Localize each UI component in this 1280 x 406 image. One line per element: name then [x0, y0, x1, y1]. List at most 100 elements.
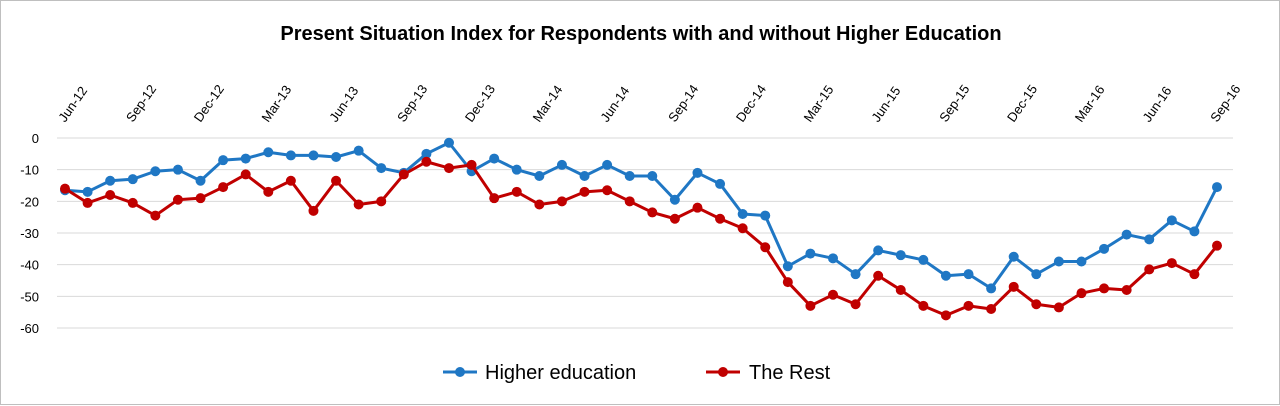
data-point [172, 194, 183, 205]
data-point [285, 175, 296, 186]
data-point [715, 178, 726, 189]
x-tick-label: Mar-14 [530, 82, 566, 124]
data-point [850, 299, 861, 310]
series-line [64, 160, 1219, 317]
x-tick-label: Jun-14 [597, 84, 632, 125]
x-tick-label: Jun-13 [326, 84, 361, 125]
data-point [1076, 256, 1087, 267]
data-point [579, 171, 590, 181]
legend-label: The Rest [749, 362, 831, 384]
x-tick-label: Mar-15 [801, 82, 837, 124]
x-tick-label: Sep-16 [1207, 82, 1243, 125]
data-point [511, 164, 522, 175]
data-point [489, 153, 500, 164]
data-point [918, 300, 929, 311]
data-point [150, 166, 161, 177]
data-point [986, 304, 997, 314]
data-point [127, 197, 138, 208]
data-point [918, 254, 929, 265]
data-point [534, 199, 545, 210]
data-point [828, 253, 838, 264]
data-point [398, 169, 409, 180]
data-point [1008, 281, 1019, 292]
legend-item: Higher education [443, 362, 636, 384]
data-point [692, 202, 703, 213]
data-point [963, 269, 974, 280]
chart-title: Present Situation Index for Respondents … [280, 23, 1001, 45]
x-tick-label: Sep-15 [936, 82, 972, 125]
data-point [353, 199, 364, 210]
data-point [850, 269, 861, 280]
data-point [1031, 299, 1042, 310]
data-point [1144, 264, 1155, 275]
data-point [669, 194, 680, 205]
data-point [82, 186, 93, 197]
data-point [873, 270, 884, 281]
data-point [737, 223, 748, 234]
data-point [1053, 256, 1064, 267]
x-tick-label: Jun-16 [1139, 84, 1174, 125]
data-point [218, 155, 229, 166]
data-point [1099, 243, 1110, 254]
data-point [240, 169, 251, 180]
data-point [534, 171, 545, 181]
data-point [1189, 269, 1200, 280]
data-point [647, 171, 658, 181]
data-point [331, 175, 342, 186]
data-point [805, 248, 816, 259]
y-tick-label: -40 [20, 258, 39, 273]
data-point [376, 196, 387, 207]
data-point [1099, 283, 1110, 294]
x-tick-label: Sep-14 [665, 82, 701, 125]
legend-label: Higher education [485, 362, 636, 384]
data-point [1053, 302, 1064, 313]
data-point [805, 300, 816, 311]
data-point [602, 159, 613, 170]
y-tick-label: -10 [20, 163, 39, 178]
y-axis-ticks: 0 -10 -20 -30 -40 -50 -60 [20, 131, 39, 336]
data-point [1144, 234, 1155, 245]
data-point [1212, 240, 1222, 251]
data-point [895, 285, 906, 295]
y-tick-label: 0 [32, 131, 39, 146]
data-point [940, 270, 951, 281]
data-point [1121, 285, 1132, 295]
data-point [669, 213, 680, 224]
gridlines [57, 137, 1233, 329]
x-tick-label: Mar-13 [258, 82, 294, 124]
data-point [782, 277, 793, 288]
data-point [172, 164, 183, 175]
data-point [308, 150, 319, 161]
data-point [150, 210, 161, 221]
data-point [963, 300, 974, 311]
x-tick-label: Dec-13 [462, 82, 498, 125]
data-point [240, 153, 251, 164]
x-tick-label: Dec-15 [1004, 82, 1040, 125]
data-point [82, 197, 93, 208]
data-point [444, 163, 454, 174]
data-point [940, 310, 951, 321]
legend: Higher education The Rest [443, 362, 831, 384]
y-tick-label: -20 [20, 194, 39, 209]
data-point [986, 283, 997, 294]
x-tick-label: Jun-15 [868, 84, 903, 125]
x-tick-label: Sep-12 [123, 82, 159, 125]
data-point [692, 167, 703, 178]
data-point [1121, 229, 1132, 240]
data-point [105, 175, 116, 186]
series-higher-education [60, 137, 1222, 294]
data-point [624, 196, 635, 207]
data-point [421, 156, 432, 167]
data-point [218, 182, 229, 193]
y-tick-label: -60 [20, 321, 39, 336]
data-point [828, 289, 838, 300]
data-point [1008, 251, 1019, 262]
data-point [1189, 226, 1200, 237]
data-point [737, 209, 748, 219]
y-tick-label: -50 [20, 289, 39, 304]
data-point [760, 210, 771, 221]
data-point [331, 152, 342, 162]
data-point [195, 193, 206, 204]
data-point [489, 193, 500, 204]
